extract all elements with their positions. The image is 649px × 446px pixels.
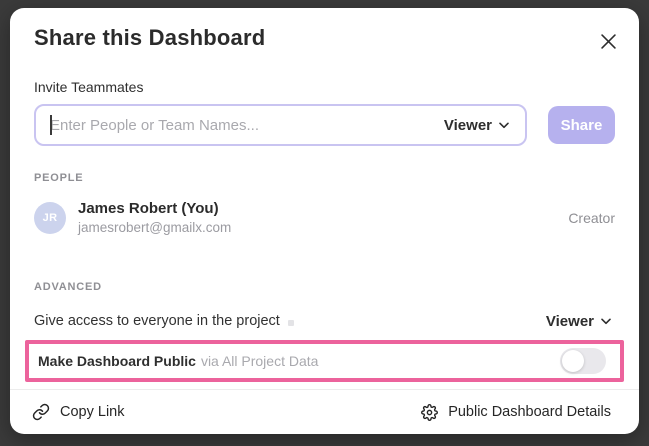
make-public-sublabel: via All Project Data — [200, 353, 319, 369]
person-email: jamesrobert@gmailx.com — [78, 220, 232, 235]
text-caret — [50, 115, 52, 135]
invite-role-value: Viewer — [443, 116, 492, 134]
link-icon — [32, 403, 50, 421]
annotation-highlight-box: Make Dashboard Public via All Project Da… — [25, 340, 624, 382]
invite-row: Viewer Share — [34, 104, 615, 146]
public-dashboard-details-label: Public Dashboard Details — [448, 404, 611, 420]
copy-link-button[interactable]: Copy Link — [32, 403, 124, 421]
person-info: James Robert (You) jamesrobert@gmailx.co… — [78, 200, 231, 236]
modal-footer: Copy Link Public Dashboard Details — [10, 389, 639, 434]
project-access-role-value: Viewer — [545, 312, 594, 330]
invite-teammates-label: Invite Teammates — [34, 79, 144, 95]
public-dashboard-details-button[interactable]: Public Dashboard Details — [421, 403, 611, 421]
project-access-role-selector[interactable]: Viewer — [542, 313, 615, 330]
person-name: James Robert (You) — [78, 200, 219, 217]
chevron-down-icon — [499, 122, 509, 129]
share-button[interactable]: Share — [548, 106, 615, 144]
invite-role-selector[interactable]: Viewer — [440, 117, 513, 134]
invite-input-container[interactable]: Viewer — [34, 104, 527, 146]
info-icon — [287, 320, 294, 326]
people-section-label: PEOPLE — [34, 172, 84, 184]
advanced-section-label: ADVANCED — [34, 281, 102, 293]
person-row: JR James Robert (You) jamesrobert@gmailx… — [34, 200, 615, 236]
toggle-knob — [562, 350, 584, 372]
invite-input[interactable] — [50, 116, 440, 134]
make-public-toggle[interactable] — [560, 348, 606, 374]
close-button[interactable] — [597, 30, 619, 52]
project-access-label: Give access to everyone in the project — [34, 313, 280, 329]
close-icon — [600, 33, 616, 49]
copy-link-label: Copy Link — [60, 404, 125, 420]
modal-title: Share this Dashboard — [34, 25, 266, 50]
make-public-label: Make Dashboard Public — [38, 353, 196, 369]
person-role-badge: Creator — [568, 210, 615, 226]
chevron-down-icon — [601, 318, 611, 325]
avatar: JR — [34, 202, 66, 234]
gear-icon — [421, 403, 439, 421]
project-access-row: Give access to everyone in the project V… — [34, 310, 615, 332]
share-dashboard-modal: Share this Dashboard Invite Teammates Vi… — [10, 8, 639, 434]
